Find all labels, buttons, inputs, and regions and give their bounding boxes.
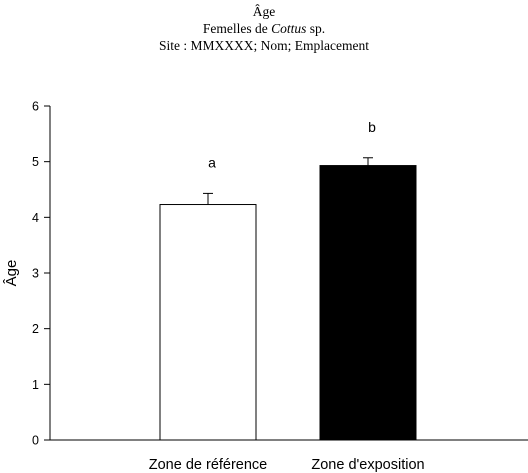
y-tick-label: 3 xyxy=(32,267,39,281)
x-category-label: Zone d'exposition xyxy=(311,457,424,473)
subtitle-genus: Cottus xyxy=(271,21,307,36)
chart-title: Âge xyxy=(252,4,276,19)
chart-title-block: Âge Femelles de Cottus sp. Site : MMXXXX… xyxy=(0,3,528,54)
bar-group xyxy=(159,165,417,441)
bar xyxy=(319,165,417,441)
error-bar-group xyxy=(203,157,373,205)
y-tick-label: 0 xyxy=(32,434,39,448)
y-tick-label: 5 xyxy=(32,155,39,169)
y-tick-label: 6 xyxy=(32,100,39,114)
y-axis-label: Âge xyxy=(3,260,20,287)
subtitle-suffix: sp. xyxy=(306,21,326,36)
chart-subtitle: Femelles de Cottus sp. xyxy=(0,20,528,37)
bar xyxy=(159,204,257,441)
significance-label-group: ab xyxy=(208,119,376,171)
y-tick-label: 2 xyxy=(32,322,39,336)
significance-label: a xyxy=(208,154,216,170)
y-axis-ticks: 0 1 2 3 4 5 6 xyxy=(32,100,50,448)
subtitle-prefix: Femelles de xyxy=(202,21,272,36)
chart-site-line: Site : MMXXXX; Nom; Emplacement xyxy=(159,38,369,53)
y-tick-label: 1 xyxy=(32,378,39,392)
y-tick-label: 4 xyxy=(32,211,39,225)
category-label-group: Zone de référence Zone d'exposition xyxy=(149,457,425,473)
x-category-label: Zone de référence xyxy=(149,457,268,473)
significance-label: b xyxy=(368,119,376,135)
